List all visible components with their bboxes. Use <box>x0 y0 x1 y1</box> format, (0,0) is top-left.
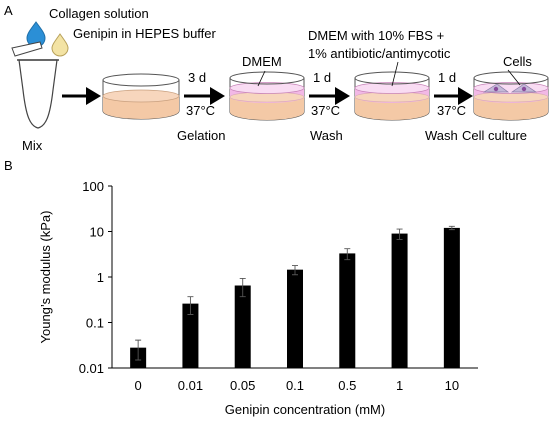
x-axis-title: Genipin concentration (mM) <box>225 402 385 417</box>
reagent-collagen-label: Collagen solution <box>49 6 149 21</box>
stage-wash-1: Wash <box>310 128 343 143</box>
x-tick-label: 10 <box>445 378 459 393</box>
dish-dmem-label: DMEM <box>242 54 282 69</box>
x-tick-label: 1 <box>396 378 403 393</box>
panel-b-label: B <box>4 158 13 173</box>
step1-duration: 3 d <box>188 70 206 85</box>
y-axis-title: Young’s modulus (kPa) <box>38 211 53 344</box>
dmem-pointer <box>257 70 266 87</box>
panel-a-label: A <box>4 3 13 18</box>
dish-dmem <box>229 71 305 121</box>
bar-0.5 <box>339 253 356 368</box>
bar-10 <box>443 227 460 368</box>
x-tick-label: 0 <box>135 378 142 393</box>
error-bar-0.01 <box>187 296 194 315</box>
dish-cells-label: Cells <box>503 54 532 69</box>
bar-0.01 <box>182 303 199 368</box>
cell-nucleus-icon <box>521 86 527 92</box>
x-ticks: 0 0.01 0.05 0.1 0.5 1 10 <box>135 378 460 393</box>
error-bar-0.05 <box>239 277 246 298</box>
dish-dmem-fbs <box>354 71 430 121</box>
dish-fbs-label-line1: DMEM with 10% FBS + <box>308 28 444 43</box>
stage-cell-culture: Cell culture <box>462 128 527 143</box>
y-ticks: 0.01 0.1 1 10 100 <box>79 179 112 376</box>
tube-lid-icon <box>11 41 43 57</box>
step3-temperature: 37°C <box>437 103 466 118</box>
bar-0.05 <box>234 285 251 368</box>
x-tick-label: 0.05 <box>230 378 255 393</box>
x-tick-label: 0.01 <box>178 378 203 393</box>
error-bar-10 <box>448 225 455 231</box>
tube-icon <box>18 59 58 129</box>
bar-1 <box>391 233 408 368</box>
x-tick-label: 0.1 <box>286 378 304 393</box>
stage-wash-2: Wash <box>425 128 458 143</box>
y-tick-label: 100 <box>82 179 104 194</box>
bars <box>130 225 460 368</box>
x-tick-label: 0.5 <box>338 378 356 393</box>
y-tick-label: 1 <box>97 270 104 285</box>
bar-0.1 <box>287 269 303 368</box>
stage-gelation: Gelation <box>177 128 225 143</box>
genipin-drop-icon <box>51 33 69 57</box>
panel-a: A Collagen solution Genipin in HEPES buf… <box>4 3 549 153</box>
cells-pointer <box>507 69 521 86</box>
y-tick-label: 0.01 <box>79 361 104 376</box>
cell-nucleus-icon <box>493 86 499 92</box>
error-bar-0 <box>135 339 142 361</box>
y-tick-label: 10 <box>90 225 104 240</box>
y-tick-label: 0.1 <box>86 316 104 331</box>
error-bar-1 <box>396 228 403 240</box>
error-bar-0.5 <box>344 248 351 261</box>
bar-chart: 0.01 0.1 1 10 100 0 0.01 0.05 0.1 0.5 1 10 Young’s… <box>38 179 478 417</box>
step3-duration: 1 d <box>438 70 456 85</box>
panel-b: B 0.01 0.1 1 10 100 0 0.01 0.05 0.1 0.5 1 10 Young… <box>4 158 478 417</box>
step2-duration: 1 d <box>313 70 331 85</box>
dish-cells <box>473 71 549 121</box>
mix-label: Mix <box>22 138 43 153</box>
dish-fbs-label-line2: 1% antibiotic/antimycotic <box>308 46 451 61</box>
dish-gel <box>102 73 180 120</box>
step2-temperature: 37°C <box>311 103 340 118</box>
error-bar-0.1 <box>292 265 298 276</box>
reagent-genipin-label: Genipin in HEPES buffer <box>73 26 217 41</box>
fbs-pointer <box>391 61 399 87</box>
step1-temperature: 37°C <box>186 103 215 118</box>
